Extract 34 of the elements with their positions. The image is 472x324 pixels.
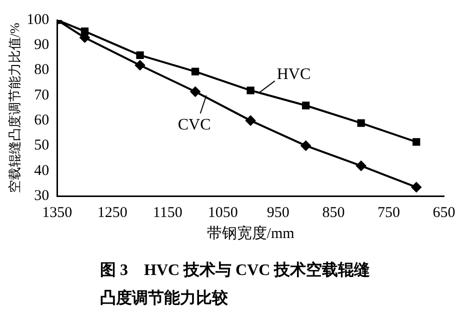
y-tick-label: 40 [34, 162, 50, 179]
point [246, 116, 256, 126]
point [357, 119, 365, 127]
x-tick-label: 1250 [97, 204, 128, 221]
x-axis-title: 带钢宽度/mm [206, 224, 295, 242]
y-tick-label: 100 [26, 12, 50, 28]
y-tick-label: 70 [34, 87, 50, 104]
x-tick-label: 1050 [208, 204, 238, 221]
point [191, 68, 200, 76]
x-tick-label: 1150 [152, 204, 182, 221]
y-tick-label: 50 [34, 138, 50, 154]
point [136, 51, 144, 60]
x-tick-label: 650 [432, 204, 456, 221]
y-tick-label: 60 [34, 112, 50, 129]
y-axis-title: 空载辊缝凸度调节能力比值/% [7, 22, 22, 194]
point [412, 138, 420, 146]
text: 图 3 HVC 技术与 CVC 技术空载辊缝凸度调节能力比较 [100, 260, 372, 309]
point [302, 102, 310, 110]
y-tick-label: 30 [34, 188, 50, 204]
x-tick-label: 750 [377, 204, 400, 221]
point [190, 86, 200, 97]
point [135, 60, 146, 70]
annotation: HVC [276, 66, 311, 84]
x-tick-label: 1350 [42, 204, 72, 221]
annotation: CVC [178, 116, 211, 134]
y-tick-label: 80 [34, 62, 50, 78]
x-tick-label: 950 [266, 204, 290, 221]
x-tick-label: 850 [322, 204, 345, 221]
y-tick-label: 90 [34, 37, 50, 54]
point [356, 160, 366, 171]
point [80, 27, 89, 36]
point [411, 182, 422, 192]
point [246, 86, 254, 94]
point [300, 140, 311, 151]
